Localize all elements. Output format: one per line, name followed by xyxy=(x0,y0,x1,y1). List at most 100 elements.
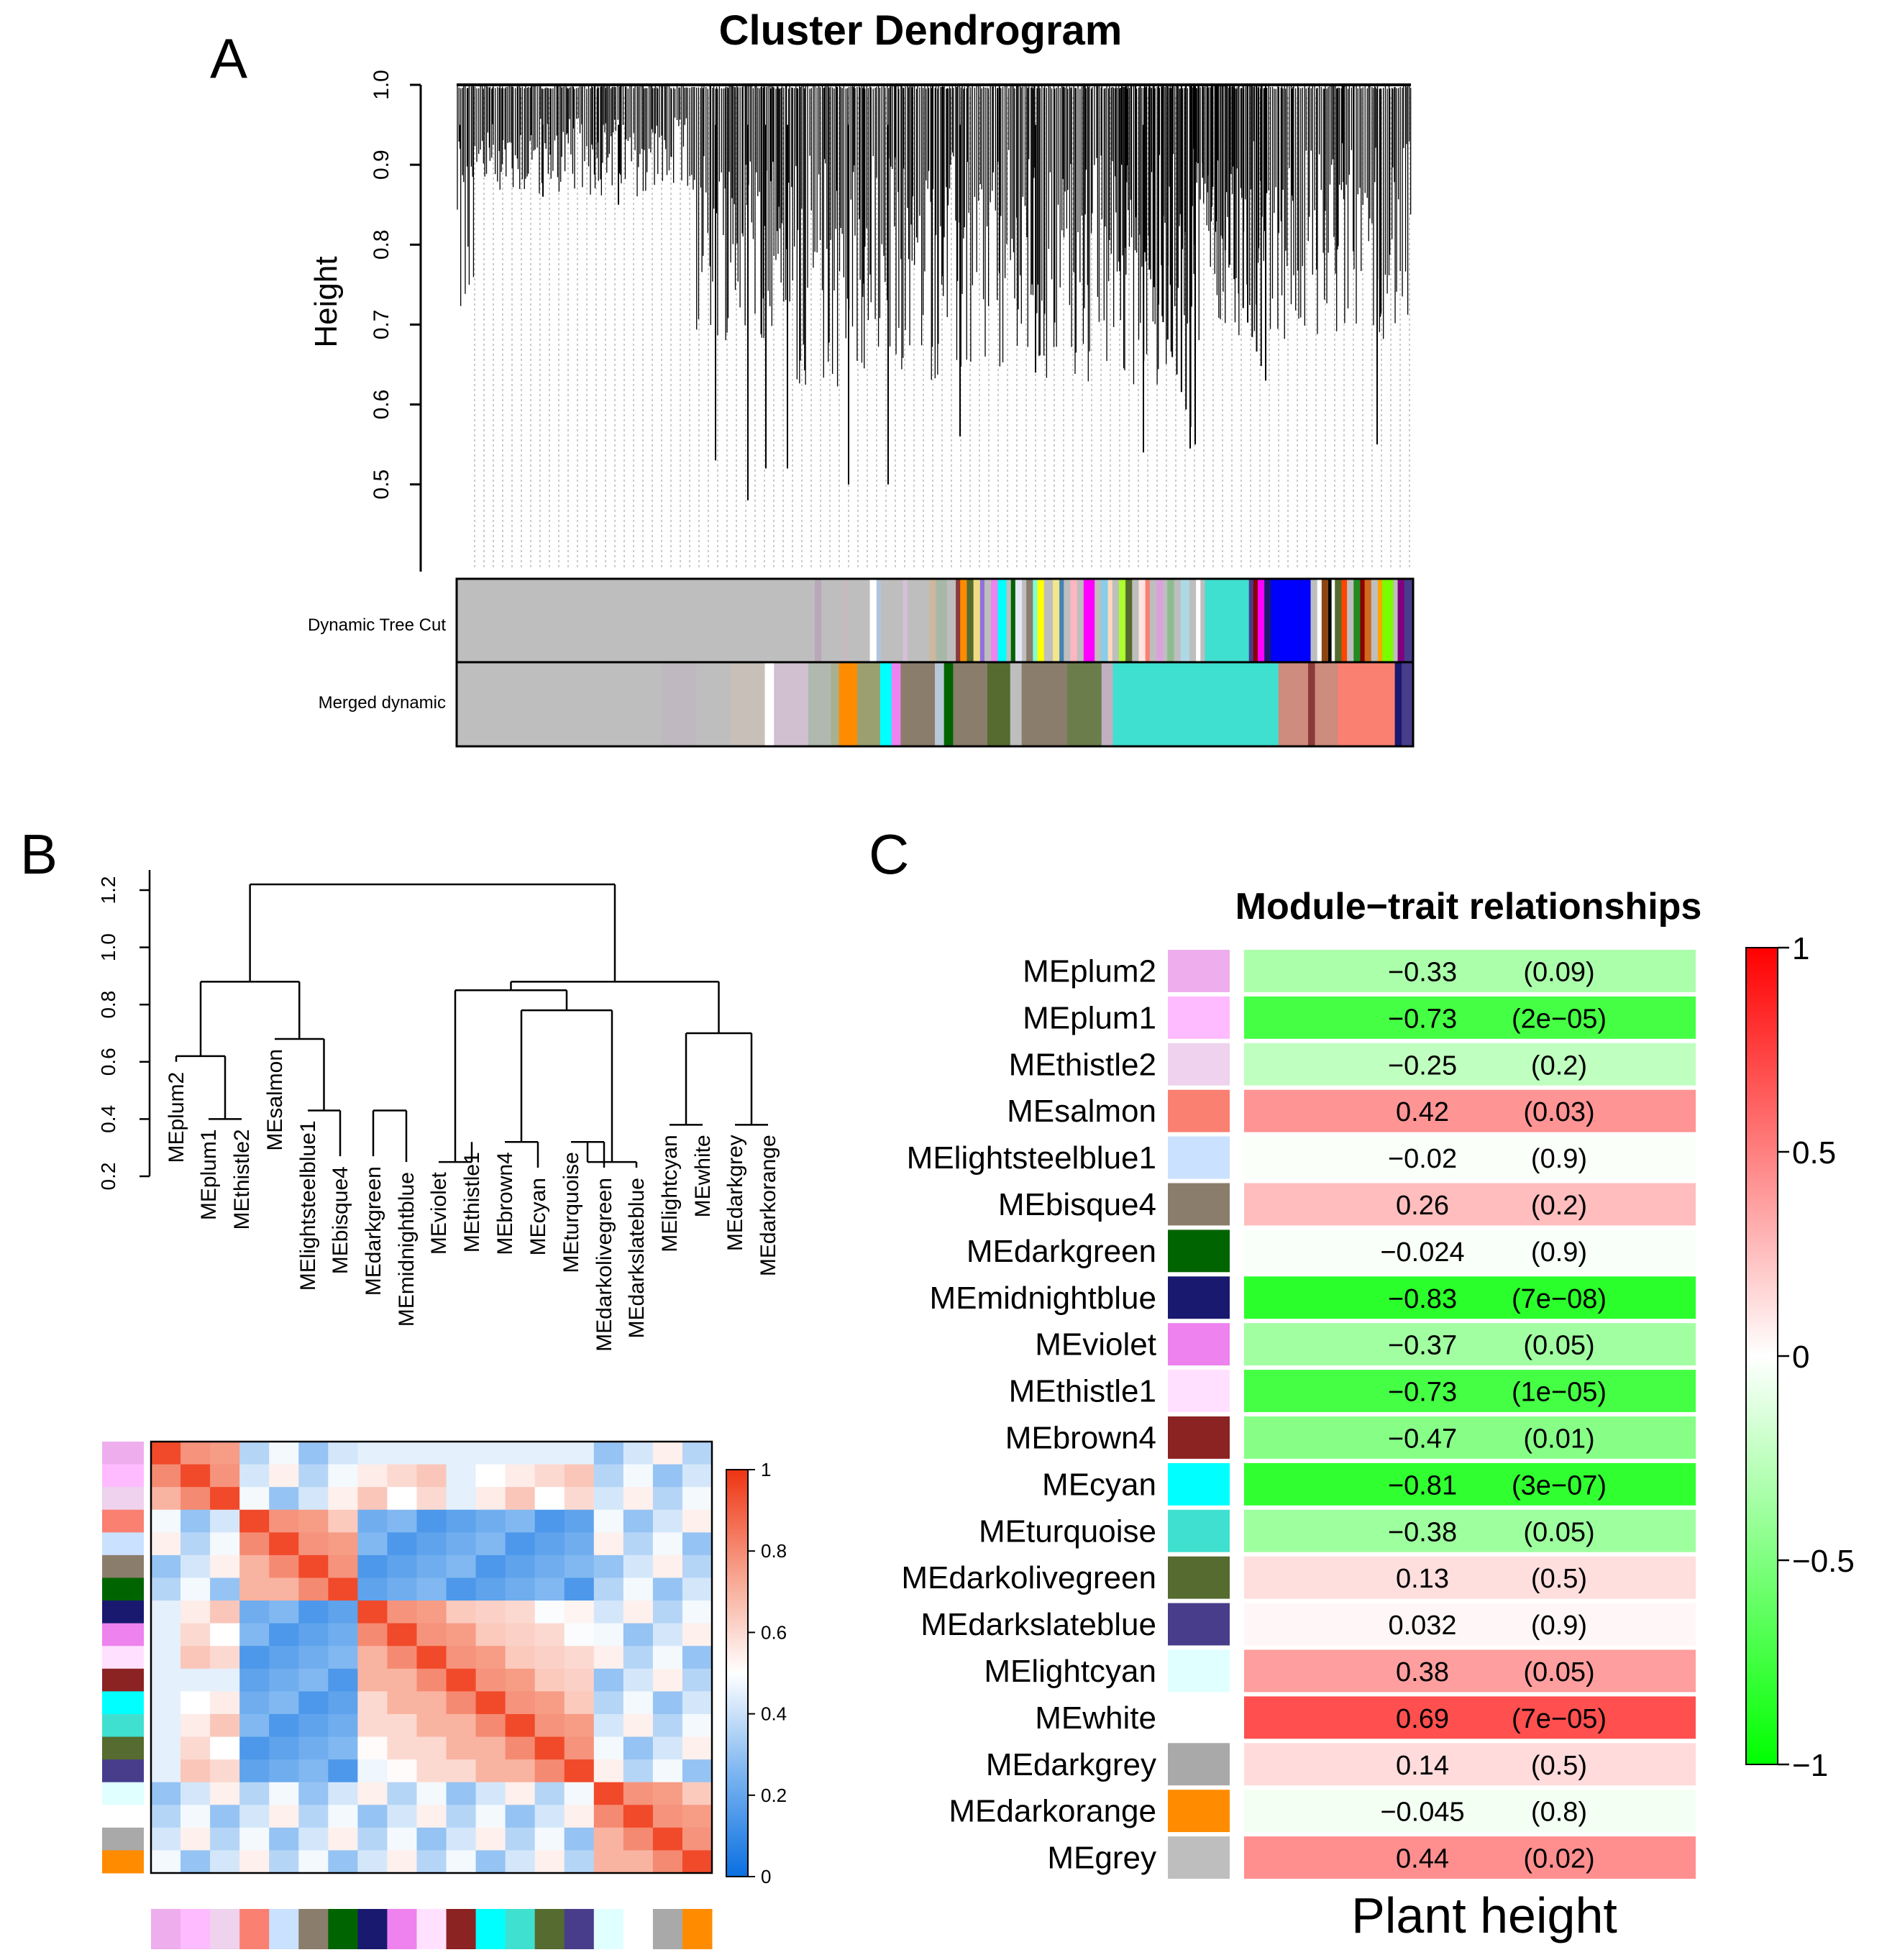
row-color-MEdarkgreen xyxy=(102,1577,144,1601)
dynamic-cut-segment-50 xyxy=(1189,579,1197,662)
module-label-memidnightblue: MEmidnightblue xyxy=(930,1281,1157,1316)
module-corr-methistle1: −0.73 xyxy=(1388,1378,1457,1408)
adjacency-cell xyxy=(416,1646,447,1670)
panel-b: B 0.2 0.4 0.6 0.8 1.0 1.2 MEplum2 MEplum1 MEthi… xyxy=(20,823,787,1949)
module-pvalue-meturquoise: (0.05) xyxy=(1523,1517,1594,1547)
module-corr-methistle2: −0.25 xyxy=(1388,1050,1457,1081)
panel-a: A Cluster Dendrogram Height 0.5 0.6 0.7 0.8… xyxy=(210,7,1415,748)
adjacency-cell xyxy=(534,1827,565,1851)
module-corr-meplum2: −0.33 xyxy=(1388,957,1457,987)
adjacency-cell xyxy=(505,1668,536,1692)
adjacency-cell xyxy=(682,1736,713,1760)
row-color-MEbisque4 xyxy=(102,1554,144,1578)
adjacency-cell xyxy=(505,1464,536,1488)
row-color-MElightsteelblue1 xyxy=(102,1532,144,1556)
dynamic-cut-segment-31 xyxy=(1064,579,1072,662)
adjacency-cell xyxy=(357,1668,388,1692)
adjacency-cell xyxy=(505,1509,536,1533)
module-cell-meviolet xyxy=(1244,1323,1696,1366)
col-color-MEthistle1 xyxy=(416,1909,447,1949)
heatmap-column-color-strip xyxy=(151,1909,713,1949)
dynamic-cut-segment-30 xyxy=(1059,579,1064,662)
adjacency-cell xyxy=(475,1782,506,1805)
module-trait-rows: MEplum2 −0.33 (0.09) MEplum1 −0.73 (2e−05) MEt… xyxy=(901,950,1696,1879)
legend-tick-label-1: 0.2 xyxy=(761,1785,787,1806)
eigengene-leaf-MEdarkorange: MEdarkorange xyxy=(757,1135,780,1276)
panel-c: C Module−trait relationships MEplum2 −0.3… xyxy=(869,823,1855,1943)
eigengene-leaf-MElightsteelblue1: MElightsteelblue1 xyxy=(296,1120,320,1291)
module-swatch-mebisque4 xyxy=(1168,1183,1230,1226)
merged-dynamic-segment-26 xyxy=(1394,662,1402,746)
eigengene-height-ticks: 0.2 0.4 0.6 0.8 1.0 1.2 xyxy=(97,876,150,1190)
dynamic-cut-segment-72 xyxy=(1382,579,1394,662)
adjacency-cell xyxy=(298,1554,329,1578)
module-swatch-methistle1 xyxy=(1168,1370,1230,1412)
height-tick-label-3: 0.8 xyxy=(370,229,393,260)
adjacency-cell xyxy=(151,1646,181,1670)
row-color-MEplum1 xyxy=(102,1464,144,1488)
adjacency-cell xyxy=(416,1464,447,1488)
adjacency-cell xyxy=(564,1623,595,1647)
dynamic-cut-segment-14 xyxy=(960,579,968,662)
adjacency-cell xyxy=(357,1827,388,1851)
adjacency-cell xyxy=(564,1827,595,1851)
adjacency-cell xyxy=(328,1577,358,1601)
merged-dynamic-bar xyxy=(457,662,1414,746)
adjacency-cell xyxy=(357,1691,388,1715)
dynamic-cut-segment-67 xyxy=(1353,579,1361,662)
eigengene-leaf-MEbisque4: MEbisque4 xyxy=(329,1166,352,1274)
adjacency-cell xyxy=(475,1736,506,1760)
adjacency-cell xyxy=(682,1805,713,1828)
merged-dynamic-label: Merged dynamic xyxy=(319,693,446,713)
dynamic-cut-segment-22 xyxy=(1010,579,1016,662)
adjacency-cell xyxy=(623,1713,654,1738)
adjacency-cell xyxy=(682,1464,713,1488)
adjacency-cell xyxy=(475,1623,506,1647)
adjacency-cell xyxy=(505,1532,536,1556)
adjacency-cell xyxy=(210,1691,240,1715)
eigengene-leaf-MEwhite: MEwhite xyxy=(691,1135,715,1217)
adjacency-cell xyxy=(593,1736,624,1760)
adjacency-cell xyxy=(387,1736,417,1760)
module-corr-mesalmon: 0.42 xyxy=(1396,1097,1449,1127)
dynamic-cut-segment-20 xyxy=(997,579,1008,662)
adjacency-cell xyxy=(328,1827,358,1851)
adjacency-cell xyxy=(682,1623,713,1647)
dynamic-cut-segment-4 xyxy=(847,579,871,662)
adjacency-cell xyxy=(534,1600,565,1624)
adjacency-cell xyxy=(623,1532,654,1556)
dynamic-cut-segment-29 xyxy=(1052,579,1060,662)
merged-dynamic-segment-16 xyxy=(987,662,1011,746)
adjacency-cell xyxy=(416,1442,447,1465)
module-cell-medarkolivegreen xyxy=(1244,1556,1696,1599)
module-pvalue-meplum1: (2e−05) xyxy=(1512,1004,1607,1034)
adjacency-cell xyxy=(298,1782,329,1805)
dynamic-cut-segment-56 xyxy=(1257,579,1265,662)
adjacency-cell xyxy=(623,1805,654,1828)
dynamic-cut-segment-19 xyxy=(991,579,998,662)
module-cell-mebrown4 xyxy=(1244,1416,1696,1459)
adjacency-cell xyxy=(416,1577,447,1601)
adjacency-cell xyxy=(564,1554,595,1578)
adjacency-cell xyxy=(623,1577,654,1601)
adjacency-cell xyxy=(416,1782,447,1805)
eigengene-dendrogram xyxy=(175,883,768,1168)
module-cell-methistle1 xyxy=(1244,1370,1696,1412)
adjacency-cell xyxy=(210,1850,240,1874)
adjacency-cell xyxy=(505,1600,536,1624)
dynamic-cut-segment-0 xyxy=(457,579,815,662)
col-color-MEwhite xyxy=(623,1909,654,1949)
adjacency-cell xyxy=(623,1782,654,1805)
module-label-medarkorange: MEdarkorange xyxy=(949,1794,1156,1829)
dynamic-cut-segment-6 xyxy=(876,579,882,662)
row-color-MEbrown4 xyxy=(102,1668,144,1692)
adjacency-cell xyxy=(534,1691,565,1715)
adjacency-cell xyxy=(652,1464,683,1488)
merged-dynamic-segment-22 xyxy=(1278,662,1309,746)
merged-dynamic-segment-27 xyxy=(1402,662,1414,746)
adjacency-cell xyxy=(416,1759,447,1783)
adjacency-cell xyxy=(564,1850,595,1874)
adjacency-cell xyxy=(534,1554,565,1578)
module-swatch-medarkolivegreen xyxy=(1168,1556,1230,1599)
dynamic-cut-segment-25 xyxy=(1026,579,1033,662)
